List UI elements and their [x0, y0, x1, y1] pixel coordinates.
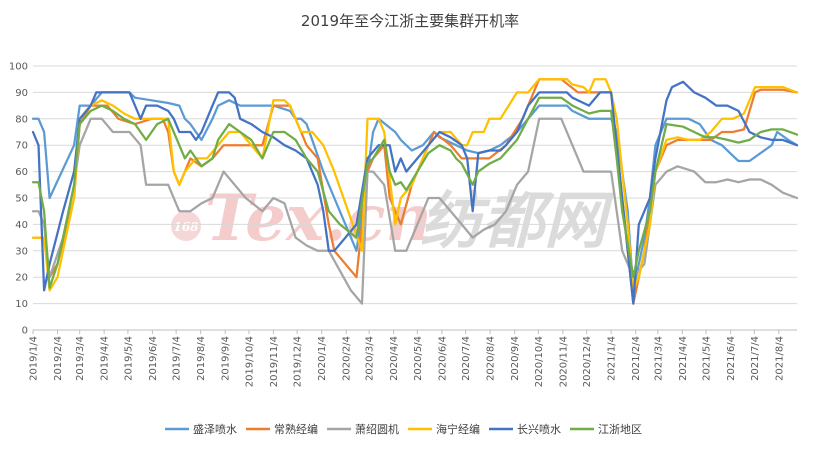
x-tick-label: 2019/11/4 — [269, 336, 280, 387]
y-tick-label: 50 — [15, 194, 28, 205]
series-line-3 — [31, 117, 799, 305]
legend-label-4: 海宁经编 — [436, 422, 480, 436]
x-tick-label: 2019/4/4 — [100, 336, 111, 381]
x-tick-label: 2021/2/4 — [631, 336, 642, 381]
y-tick-label: 40 — [15, 220, 28, 231]
x-tick-label: 2019/10/4 — [244, 336, 255, 387]
x-tick-label: 2020/11/4 — [558, 336, 569, 387]
x-tick-label: 2019/5/4 — [123, 336, 134, 381]
y-axis: 0 10 20 30 40 50 60 70 80 90 100 — [9, 62, 28, 337]
x-tick-label: 2019/3/4 — [75, 336, 86, 381]
watermark-badge-text: 168 — [173, 220, 199, 234]
series-line-5 — [31, 80, 799, 305]
legend-label-1: 盛泽喷水 — [193, 422, 237, 436]
watermark-text-name: 纺都网 — [420, 184, 615, 257]
x-tick-label: 2020/8/4 — [486, 336, 497, 381]
x-tick-label: 2020/12/4 — [582, 336, 593, 387]
x-tick-label: 2021/5/4 — [702, 336, 713, 381]
chart-title: 2019年至今江浙主要集群开机率 — [301, 12, 519, 30]
y-tick-label: 80 — [15, 114, 28, 125]
y-tick-label: 20 — [15, 273, 28, 284]
x-tick-label: 2020/10/4 — [534, 336, 545, 387]
x-tick-label: 2019/6/4 — [148, 336, 159, 381]
y-tick-label: 60 — [15, 167, 28, 178]
x-tick-label: 2020/6/4 — [437, 336, 448, 381]
x-tick-label: 2020/5/4 — [413, 336, 424, 381]
x-tick-label: 2021/6/4 — [726, 336, 737, 381]
series-line-6 — [31, 96, 799, 289]
x-tick-label: 2020/9/4 — [510, 336, 521, 381]
x-tick-label: 2021/1/4 — [607, 336, 618, 381]
watermark-badge — [171, 211, 201, 241]
x-tick-label: 2019/7/4 — [172, 336, 183, 381]
x-tick-label: 2021/3/4 — [653, 336, 664, 381]
x-tick-label: 2019/2/4 — [53, 336, 64, 381]
legend-label-6: 江浙地区 — [598, 423, 642, 436]
legend-label-5: 长兴喷水 — [517, 423, 561, 436]
legend: 盛泽喷水 常熟经编 萧绍圆机 海宁经编 长兴喷水 江浙地区 — [165, 422, 642, 436]
x-tick-label: 2020/2/4 — [342, 336, 353, 381]
y-tick-label: 70 — [15, 141, 28, 152]
x-tick-label: 2019/1/4 — [29, 336, 40, 381]
x-tick-label: 2021/7/4 — [750, 336, 761, 381]
x-tick-label: 2020/4/4 — [389, 336, 400, 381]
x-tick-label: 2020/1/4 — [317, 336, 328, 381]
x-tick-label: 2020/7/4 — [461, 336, 472, 381]
series-line-1 — [31, 91, 799, 292]
legend-label-2: 常熟经编 — [274, 422, 318, 436]
x-tick-label: 2021/4/4 — [678, 336, 689, 381]
y-tick-label: 10 — [15, 299, 28, 310]
x-tick-label: 2020/3/4 — [365, 336, 376, 381]
x-tick-label: 2019/9/4 — [221, 336, 232, 381]
legend-label-3: 萧绍圆机 — [355, 422, 399, 436]
x-axis: 2019/1/4 2019/2/4 2019/3/4 2019/4/4 2019/5/4… — [29, 329, 797, 387]
y-tick-label: 100 — [9, 62, 28, 73]
x-tick-label: 2019/8/4 — [196, 336, 207, 381]
series-layer — [31, 78, 799, 305]
y-tick-label: 90 — [15, 88, 28, 99]
x-tick-label: 2021/8/4 — [774, 336, 785, 381]
y-tick-label: 0 — [22, 326, 28, 337]
x-tick-label: 2019/12/4 — [293, 336, 304, 387]
y-tick-label: 30 — [15, 246, 28, 257]
